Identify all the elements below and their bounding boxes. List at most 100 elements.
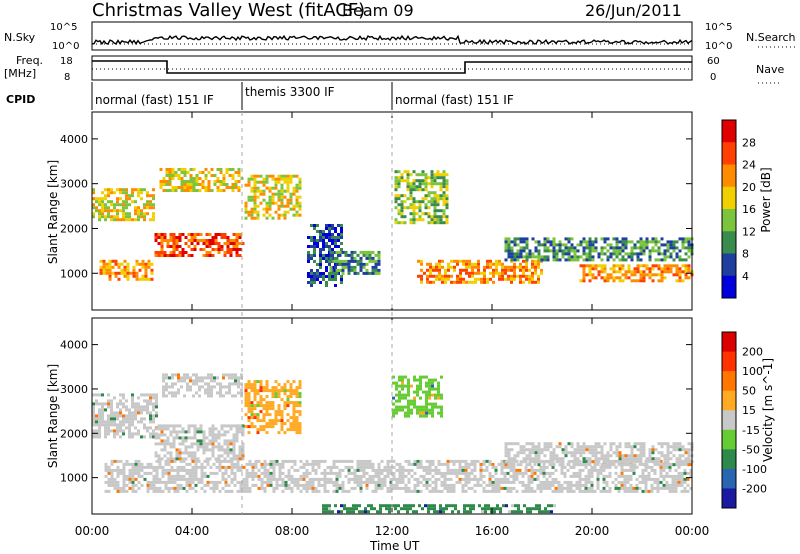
heatmap-cell [286, 189, 290, 193]
heatmap-cell [201, 379, 204, 383]
heatmap-cell [163, 254, 167, 257]
heatmap-cell [322, 257, 325, 260]
heatmap-cell [444, 271, 447, 275]
heatmap-cell [128, 194, 131, 198]
heatmap-cell [98, 429, 101, 433]
heatmap-cell [95, 206, 98, 210]
heatmap-cell [181, 457, 185, 461]
heatmap-cell [152, 465, 156, 469]
heatmap-cell [422, 411, 425, 415]
heatmap-cell [567, 460, 571, 464]
heatmap-cell [181, 233, 185, 236]
heatmap-cell [325, 257, 328, 260]
heatmap-cell [636, 240, 640, 244]
heatmap-cell [123, 259, 127, 263]
heatmap-cell [432, 265, 435, 269]
heatmap-cell [406, 173, 410, 177]
heatmap-cell [277, 410, 281, 414]
heatmap-cell [546, 460, 550, 464]
heatmap-cell [262, 425, 266, 429]
heatmap-cell [317, 480, 321, 484]
heatmap-cell [295, 183, 299, 187]
heatmap-cell [663, 264, 667, 268]
heatmap-cell [569, 459, 573, 463]
heatmap-cell [320, 459, 324, 463]
heatmap-cell [424, 206, 428, 210]
heatmap-cell [624, 237, 628, 241]
heatmap-cell [675, 273, 679, 277]
heatmap-cell [280, 389, 284, 393]
heatmap-cell [220, 245, 224, 248]
heatmap-cell [175, 424, 179, 428]
heatmap-cell [296, 480, 300, 484]
heatmap-cell [238, 248, 242, 251]
heatmap-cell [671, 480, 675, 484]
heatmap-cell [488, 483, 492, 487]
heatmap-cell [157, 236, 161, 239]
heatmap-cell [447, 262, 450, 266]
heatmap-cell [102, 259, 106, 263]
heatmap-cell [208, 448, 212, 452]
heatmap-cell [122, 417, 125, 421]
heatmap-cell [591, 246, 595, 250]
heatmap-cell [419, 489, 423, 493]
heatmap-cell [253, 189, 257, 193]
heatmap-cell [524, 465, 528, 469]
heatmap-cell [152, 486, 156, 490]
heatmap-cell [518, 471, 522, 475]
heatmap-cell [519, 277, 522, 281]
heatmap-cell [540, 451, 544, 455]
heatmap-cell [283, 401, 287, 405]
heatmap-cell [253, 195, 257, 199]
heatmap-cell [491, 480, 495, 484]
heatmap-cell [280, 192, 284, 196]
heatmap-cell [484, 510, 487, 514]
y-tick-label: 4000 [60, 339, 88, 352]
heatmap-cell [131, 468, 135, 472]
heatmap-cell [322, 236, 325, 239]
heatmap-cell [152, 414, 155, 418]
heatmap-cell [557, 486, 561, 490]
heatmap-cell [603, 240, 607, 244]
heatmap-cell [418, 179, 422, 183]
heatmap-cell [266, 462, 270, 466]
heatmap-cell [512, 486, 516, 490]
heatmap-cell [278, 477, 282, 481]
heatmap-cell [650, 468, 654, 472]
heatmap-cell [179, 468, 183, 472]
heatmap-cell [307, 245, 310, 248]
heatmap-cell [380, 471, 384, 475]
heatmap-cell [231, 382, 234, 386]
heatmap-cell [443, 477, 447, 481]
heatmap-cell [482, 459, 486, 463]
heatmap-cell [134, 489, 138, 493]
heatmap-cell [576, 442, 580, 446]
heatmap-cell [230, 459, 234, 463]
heatmap-cell [164, 480, 168, 484]
heatmap-cell [221, 465, 225, 469]
heatmap-cell [443, 474, 447, 478]
heatmap-cell [138, 268, 142, 272]
heatmap-cell [104, 423, 107, 427]
heatmap-cell [675, 240, 679, 244]
heatmap-cell [185, 468, 189, 472]
heatmap-cell [510, 246, 514, 250]
heatmap-cell [627, 276, 631, 280]
heatmap-cell [509, 468, 513, 472]
heatmap-cell [215, 459, 219, 463]
heatmap-cell [370, 504, 373, 508]
heatmap-cell [307, 275, 310, 278]
heatmap-cell [542, 483, 546, 487]
heatmap-cell [570, 237, 574, 241]
heatmap-cell [468, 262, 471, 266]
heatmap-cell [401, 375, 404, 379]
heatmap-cell [624, 454, 628, 458]
heatmap-cell [126, 277, 130, 281]
heatmap-cell [140, 483, 144, 487]
heatmap-cell [687, 454, 691, 458]
heatmap-cell [546, 249, 550, 253]
heatmap-cell [337, 224, 340, 227]
heatmap-cell [407, 477, 411, 481]
heatmap-cell [543, 454, 547, 458]
heatmap-cell [395, 462, 399, 466]
